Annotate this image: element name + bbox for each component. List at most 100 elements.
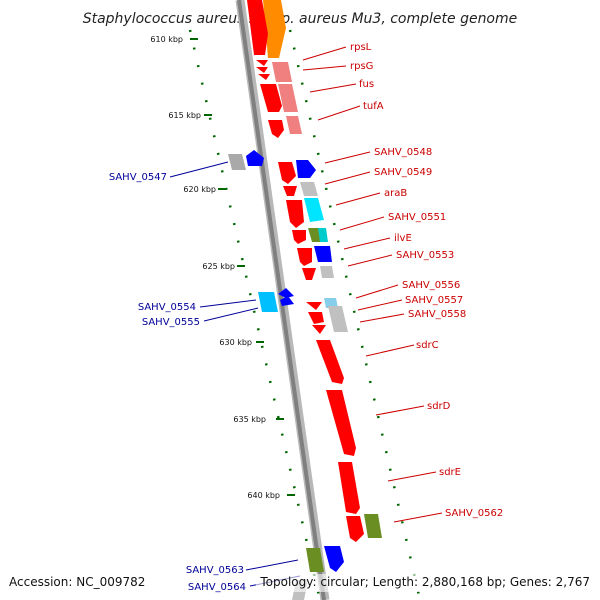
- leader-line: [375, 405, 425, 416]
- ticks: 610 kbp 615 kbp 620 kbp 625 kbp 630 kbp …: [150, 35, 295, 500]
- gene-arrow: [246, 150, 264, 166]
- leader-line: [203, 307, 259, 322]
- gene-arrow: [278, 288, 294, 298]
- gene-box: [278, 84, 298, 112]
- leader-line: [365, 344, 415, 357]
- leader-line: [302, 46, 347, 61]
- gene-label: rpsL: [350, 42, 372, 53]
- leader-line: [393, 512, 443, 523]
- left-dot-guide: [188, 29, 322, 600]
- leader-line: [309, 83, 357, 93]
- gene-label: sdrC: [416, 340, 439, 351]
- leader-line: [343, 237, 391, 250]
- leader-line: [169, 161, 229, 178]
- gene-label: SAHV_0564: [188, 582, 246, 593]
- gene-label: SAHV_0554: [138, 302, 196, 313]
- gene-label: SAHV_0556: [402, 280, 460, 291]
- gene-label: SAHV_0558: [408, 309, 466, 320]
- tick-label: 625 kbp: [202, 262, 235, 271]
- gene-box: [300, 182, 318, 196]
- reverse-leaders: [169, 161, 301, 587]
- gene-arrow: [256, 67, 268, 73]
- gene-arrow: [260, 84, 282, 112]
- gene-box: [228, 154, 246, 170]
- gene-box: [272, 62, 292, 82]
- gene-box: [286, 116, 302, 134]
- forward-labels: rpsL rpsG fus tufA SAHV_0548 SAHV_0549 a…: [350, 42, 503, 519]
- gene-arrow: [302, 268, 316, 280]
- gene-arrow: [346, 516, 364, 542]
- footer-backdrop: [256, 574, 594, 592]
- forward-leaders: [302, 46, 443, 523]
- tick-guides: [188, 29, 422, 600]
- leader-line: [355, 284, 399, 299]
- leader-line: [324, 151, 371, 164]
- gene-arrow: [286, 200, 304, 228]
- leader-line: [317, 105, 361, 121]
- gene-arrow: [296, 160, 316, 178]
- gene-arrow: [278, 162, 296, 184]
- gene-label: tufA: [363, 101, 384, 112]
- leader-line: [324, 171, 371, 185]
- gene-label: SAHV_0548: [374, 147, 432, 158]
- leader-line: [347, 254, 393, 267]
- gene-label: rpsG: [350, 61, 373, 72]
- tick-label: 630 kbp: [219, 338, 252, 347]
- leader-line: [245, 559, 299, 571]
- gene-label: sdrD: [427, 401, 451, 412]
- gene-arrow: [247, 0, 268, 55]
- gene-arrow: [338, 462, 360, 514]
- gene-arrow: [316, 340, 344, 384]
- gene-box: [320, 266, 334, 278]
- gene-box: [304, 198, 324, 222]
- gene-box: [328, 306, 348, 332]
- leader-line: [357, 299, 403, 311]
- gene-arrow: [308, 312, 324, 324]
- gene-label: fus: [359, 79, 374, 90]
- gene-label: SAHV_0555: [142, 317, 200, 328]
- gene-arrow: [314, 246, 332, 262]
- gene-arrow: [258, 74, 270, 80]
- gene-label: SAHV_0549: [374, 167, 432, 178]
- gene-arrow: [256, 60, 268, 66]
- gene-arrow: [306, 302, 322, 310]
- leader-line: [339, 216, 385, 231]
- gene-label: araB: [384, 188, 407, 199]
- gene-box: [324, 298, 338, 308]
- gene-label: SAHV_0557: [405, 295, 463, 306]
- leader-line: [359, 313, 405, 323]
- tick-label: 615 kbp: [168, 111, 201, 120]
- tick-label: 640 kbp: [247, 491, 280, 500]
- tick-label: 620 kbp: [183, 185, 216, 194]
- gene-label: SAHV_0551: [388, 212, 446, 223]
- gene-label: SAHV_0563: [186, 565, 244, 576]
- gene-arrow: [263, 0, 286, 58]
- leader-line: [302, 65, 347, 71]
- gene-arrow: [326, 390, 356, 456]
- forward-genes: [247, 0, 382, 600]
- gene-label: SAHV_0562: [445, 508, 503, 519]
- gene-box: [306, 548, 324, 572]
- gene-label: ilvE: [394, 233, 412, 244]
- gene-arrow: [312, 325, 326, 334]
- map-title: Staphylococcus aureus subsp. aureus Mu3,…: [83, 11, 518, 27]
- gene-arrow: [292, 230, 306, 244]
- gene-label: SAHV_0553: [396, 250, 454, 261]
- gene-arrow: [324, 546, 344, 572]
- gene-arrow: [283, 186, 297, 196]
- leader-line: [335, 192, 381, 206]
- gene-arrow: [297, 248, 312, 266]
- gene-box: [318, 228, 328, 242]
- leader-line: [387, 471, 437, 482]
- tick-label: 635 kbp: [233, 415, 266, 424]
- right-dot-guide: [288, 29, 422, 600]
- gene-box: [258, 292, 278, 312]
- topology-text: Topology: circular; Length: 2,880,168 bp…: [259, 575, 590, 589]
- reverse-genes: [228, 150, 294, 312]
- leader-line: [199, 299, 257, 308]
- accession-text: Accession: NC_009782: [9, 575, 145, 589]
- reverse-labels: SAHV_0547 SAHV_0554 SAHV_0555 SAHV_0563 …: [109, 172, 246, 593]
- tick-label: 610 kbp: [150, 35, 183, 44]
